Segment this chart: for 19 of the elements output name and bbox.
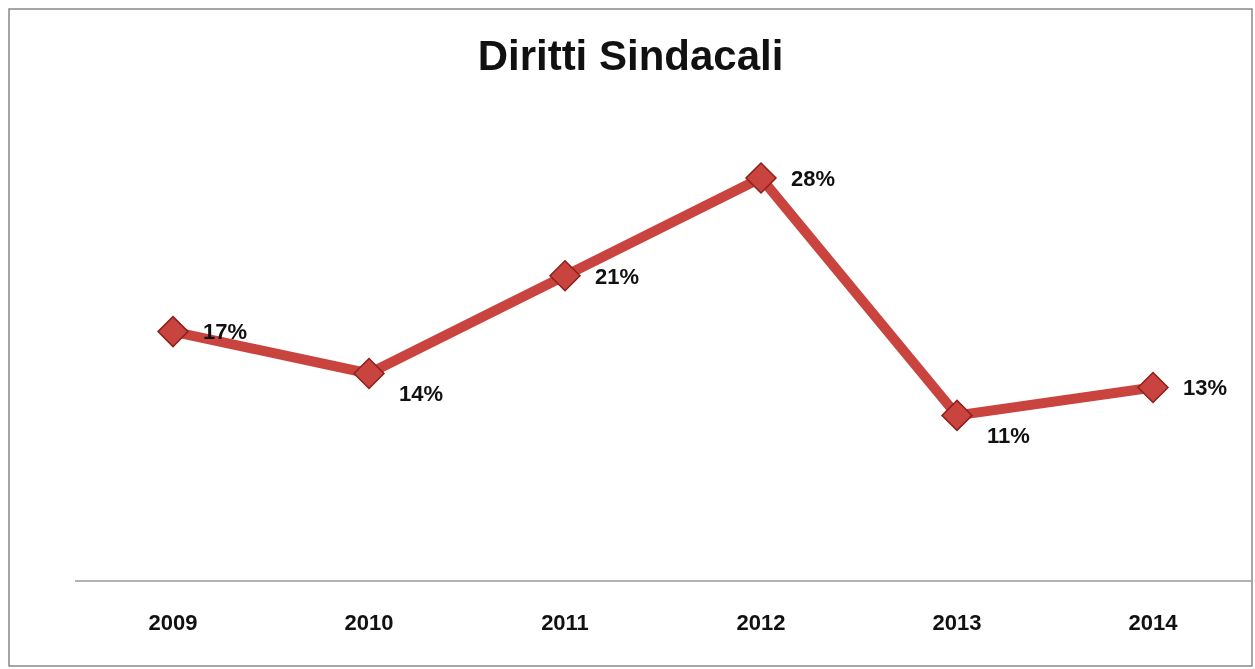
x-tick-label: 2013 [932, 610, 982, 635]
x-tick-label: 2009 [148, 610, 198, 635]
x-tick-label: 2011 [541, 610, 589, 635]
point [157, 315, 189, 348]
point [353, 357, 385, 390]
chart-title: Diritti Sindacali [477, 32, 784, 79]
point [745, 162, 777, 194]
x-tick-label: 2012 [736, 610, 786, 635]
point [1137, 371, 1169, 404]
data-label: 28% [791, 165, 836, 191]
data-label: 17% [203, 319, 248, 345]
x-tick-label: 2010 [344, 610, 394, 635]
data-label: 11% [987, 423, 1030, 449]
data-label: 14% [399, 381, 444, 407]
x-tick-label: 2014 [1128, 610, 1179, 635]
data-label: 21% [595, 263, 640, 289]
point [941, 399, 973, 432]
data-label: 13% [1183, 375, 1228, 401]
point [549, 260, 581, 292]
